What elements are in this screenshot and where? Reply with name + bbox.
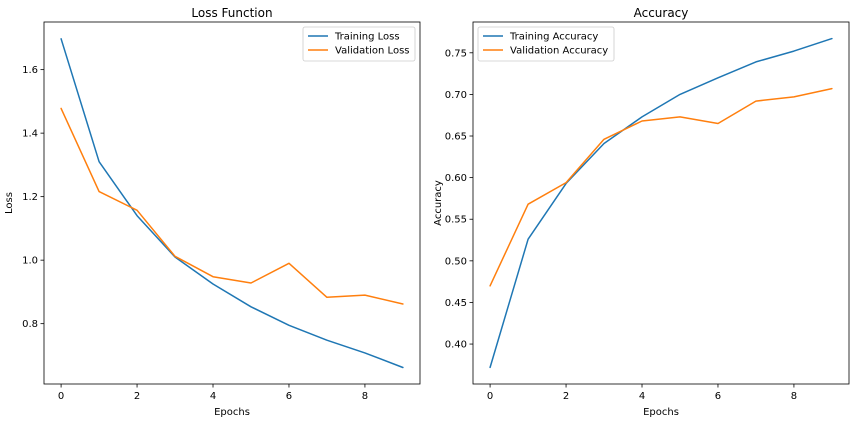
x-tick-label: 8 — [362, 391, 368, 402]
legend-label: Training Loss — [334, 32, 400, 43]
x-axis-label: Epochs — [643, 407, 679, 418]
chart-title: Accuracy — [634, 6, 689, 20]
chart-title: Loss Function — [191, 6, 272, 20]
loss-chart: Loss Function 0 2 4 6 8 0.8 1.0 1.2 1.4 1.6 Epochs L… — [4, 6, 421, 418]
series-line-training — [60, 38, 404, 369]
y-tick-label: 0.40 — [445, 340, 467, 351]
y-tick-label: 0.45 — [445, 298, 467, 309]
legend-label: Validation Accuracy — [510, 46, 608, 57]
x-tick-label: 8 — [791, 391, 797, 402]
plot-frame — [472, 21, 850, 385]
x-tick-label: 6 — [715, 391, 721, 402]
x-tick-label: 6 — [286, 391, 292, 402]
y-tick-label: 0.8 — [22, 319, 38, 330]
plot-frame — [43, 21, 421, 385]
series-line-training — [489, 37, 833, 369]
x-tick-label: 0 — [58, 391, 64, 402]
y-tick-label: 1.0 — [22, 256, 38, 267]
y-tick-label: 1.6 — [22, 65, 38, 76]
y-tick-label: 1.4 — [22, 129, 38, 140]
x-tick-label: 2 — [563, 391, 569, 402]
y-tick-label: 0.50 — [445, 256, 467, 267]
legend-box — [477, 26, 615, 62]
y-tick-label: 1.2 — [22, 192, 38, 203]
legend: Training Loss Validation Loss — [302, 26, 416, 62]
y-tick-label: 0.55 — [445, 215, 467, 226]
y-axis-label: Accuracy — [433, 180, 444, 226]
x-axis-label: Epochs — [214, 407, 250, 418]
legend-label: Validation Loss — [335, 46, 410, 57]
y-tick-label: 0.65 — [445, 132, 467, 143]
y-tick-label: 0.70 — [445, 90, 467, 101]
accuracy-chart: Accuracy 0 2 4 6 8 0.40 0.45 0.50 0.55 0.60 0.65 0.7… — [433, 6, 850, 418]
y-tick-label: 0.60 — [445, 173, 467, 184]
series-line-validation — [489, 87, 833, 287]
x-tick-label: 4 — [639, 391, 645, 402]
legend-label: Training Accuracy — [509, 32, 598, 43]
series-line-validation — [60, 107, 404, 305]
legend-box — [302, 26, 416, 62]
y-tick-label: 0.75 — [445, 48, 467, 59]
x-tick-label: 4 — [210, 391, 216, 402]
x-tick-label: 0 — [487, 391, 493, 402]
legend: Training Accuracy Validation Accuracy — [477, 26, 615, 62]
x-tick-label: 2 — [134, 391, 140, 402]
y-axis-label: Loss — [4, 192, 15, 214]
